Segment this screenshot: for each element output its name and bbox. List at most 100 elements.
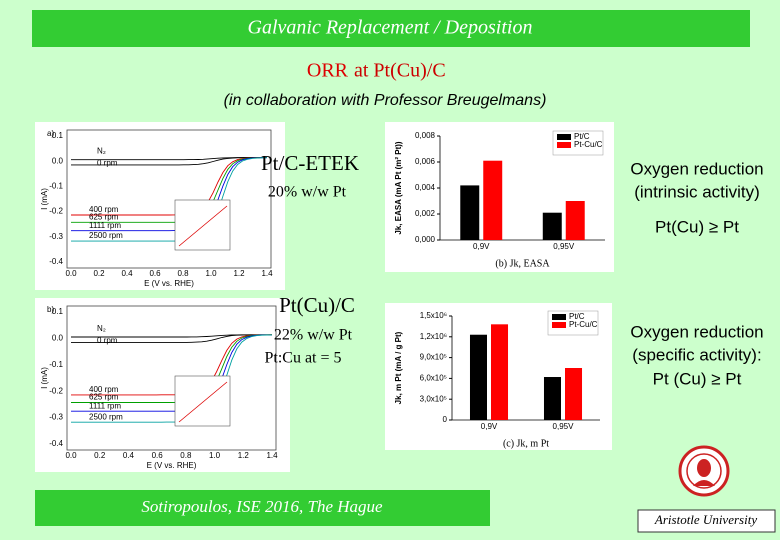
- topic: ORR: [307, 60, 349, 82]
- y-tick-label: 9,0x10⁵: [420, 353, 447, 362]
- x-tick-label: 0,95V: [553, 422, 575, 431]
- y-tick-label: 0,002: [415, 209, 436, 218]
- curve-label: 1111 rpm: [89, 401, 121, 410]
- material: at Pt(Cu)/C: [354, 60, 446, 82]
- x-tick-label: 1.4: [261, 269, 273, 278]
- footer-bar: [35, 490, 490, 526]
- x-axis-label: E (V vs. RHE): [147, 461, 197, 470]
- note-line: (specific activity):: [632, 345, 761, 364]
- bar: [542, 212, 562, 240]
- curve-label: 2500 rpm: [89, 412, 123, 421]
- y-tick-label: -0.1: [49, 182, 63, 191]
- bar: [491, 324, 509, 420]
- figure-image: [35, 122, 285, 290]
- y-axis-label: Jk, m Pt (mA / g Pt): [394, 331, 403, 404]
- y-axis-label: I (mA): [40, 367, 49, 389]
- x-tick-label: 0.6: [152, 451, 164, 460]
- curve-label: 1111 rpm: [89, 221, 121, 230]
- curve-label: 625 rpm: [89, 212, 119, 221]
- x-tick-label: 0,9V: [473, 242, 490, 251]
- y-tick-label: 0,000: [415, 235, 436, 244]
- x-tick-label: 0.0: [65, 269, 77, 278]
- note-line: Oxygen reduction: [630, 159, 763, 178]
- title: Galvanic Replacement / Deposition: [248, 17, 533, 39]
- x-tick-label: 0.2: [94, 451, 106, 460]
- inset-fit: [178, 205, 228, 247]
- y-tick-label: -0.3: [49, 232, 63, 241]
- y-tick-label: -0.1: [49, 360, 63, 369]
- x-tick-label: 0.2: [93, 269, 105, 278]
- university-logo: [678, 445, 730, 497]
- x-tick-label: 0.8: [180, 451, 192, 460]
- bar: [565, 368, 583, 420]
- x-tick-label: 1.0: [209, 451, 221, 460]
- curve-label: 2500 rpm: [89, 231, 123, 240]
- y-axis-label: I (mA): [40, 188, 49, 210]
- catalyst: Pt(Cu)/C: [279, 293, 355, 317]
- ratio: Pt:Cu at = 5: [264, 350, 341, 367]
- bar: [460, 185, 480, 240]
- y-tick-label: 0,004: [415, 183, 436, 192]
- legend-swatch: [552, 322, 566, 328]
- curve-label: N₂: [97, 324, 106, 333]
- y-tick-label: 0,006: [415, 157, 436, 166]
- bar: [565, 201, 585, 240]
- panel-label: b): [47, 305, 54, 314]
- x-tick-label: 0.4: [121, 269, 133, 278]
- x-tick-label: 1.4: [266, 451, 278, 460]
- voltammogram-curve: [71, 334, 273, 403]
- y-axis-label: Jk, EASA (mA Pt (m² Pt)): [394, 141, 403, 235]
- y-tick-label: 6,0x10⁵: [420, 374, 447, 383]
- voltammogram-curve: [71, 334, 273, 396]
- institution: Aristotle University: [654, 512, 757, 527]
- x-axis-label: E (V vs. RHE): [144, 279, 194, 288]
- y-tick-label: 0.0: [52, 334, 64, 343]
- y-tick-label: 0: [443, 415, 448, 424]
- institution-box: [637, 509, 776, 533]
- voltammogram-curve: [71, 334, 273, 423]
- y-tick-label: 0.1: [52, 307, 64, 316]
- title-bar: [32, 10, 750, 47]
- x-tick-label: 0.4: [123, 451, 135, 460]
- voltammogram-curve: [71, 334, 272, 412]
- loading: 22% w/w Pt: [274, 327, 353, 344]
- voltammogram-curve: [71, 157, 267, 166]
- x-tick-label: 1.0: [205, 269, 217, 278]
- plot-frame: [66, 129, 272, 269]
- legend-label: Pt/C: [569, 312, 585, 321]
- y-tick-label: -0.3: [49, 413, 63, 422]
- voltammogram-curve: [71, 157, 268, 223]
- legend-swatch: [552, 314, 566, 320]
- legend-label: Pt-Cu/C: [569, 320, 598, 329]
- subtitle: (in collaboration with Professor Breugel…: [224, 92, 547, 109]
- voltammogram-curve: [71, 157, 268, 242]
- figure-image: [35, 298, 290, 472]
- y-tick-label: 0.1: [52, 131, 64, 140]
- note-relation: Pt(Cu) ≥ Pt: [655, 217, 739, 236]
- curve-label: 0 rpm: [97, 336, 118, 345]
- y-tick-label: -0.4: [49, 439, 63, 448]
- chart-caption: (c) Jk, m Pt: [503, 438, 549, 449]
- y-tick-label: 0.0: [52, 156, 64, 165]
- bar: [483, 160, 503, 240]
- curve-label: 400 rpm: [89, 385, 119, 394]
- bar: [469, 334, 487, 420]
- y-tick-label: 1,5x10⁶: [420, 311, 447, 320]
- x-tick-label: 1.2: [233, 269, 245, 278]
- y-tick-label: -0.4: [49, 257, 63, 266]
- y-tick-label: 3,0x10⁵: [420, 394, 447, 403]
- y-tick-label: -0.2: [49, 207, 63, 216]
- y-tick-label: 1,2x10⁶: [420, 332, 447, 341]
- x-tick-label: 1.2: [238, 451, 250, 460]
- catalyst: Pt/C-ETEK: [261, 151, 359, 175]
- x-tick-label: 0.6: [149, 269, 161, 278]
- x-tick-label: 0.8: [177, 269, 189, 278]
- curve-label: 625 rpm: [89, 393, 119, 402]
- x-tick-label: 0,9V: [481, 422, 498, 431]
- bar: [543, 377, 561, 420]
- plot-frame: [66, 305, 277, 451]
- citation: Sotiropoulos, ISE 2016, The Hague: [141, 497, 383, 516]
- panel-label: a): [47, 129, 54, 138]
